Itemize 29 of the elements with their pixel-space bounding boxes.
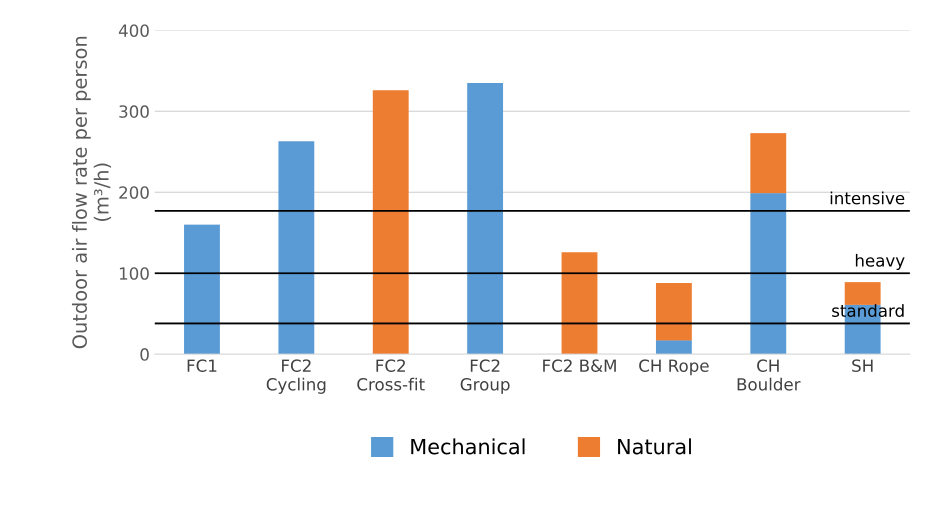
bar xyxy=(750,133,786,194)
y-tick-label: 0 xyxy=(140,348,149,361)
bar xyxy=(844,282,881,305)
ref-line-label: heavy xyxy=(856,254,905,270)
bar xyxy=(750,193,786,354)
bar xyxy=(656,282,692,340)
legend-label: Mechanical xyxy=(411,438,525,454)
ref-line-label: intensive xyxy=(830,192,904,204)
y-tick-label: 100 xyxy=(120,267,149,280)
x-tick-label: FC2 Group xyxy=(460,359,510,394)
bar xyxy=(372,90,409,354)
bar xyxy=(278,141,314,354)
bar xyxy=(656,340,692,354)
x-tick-label: FC2 Cycling xyxy=(266,359,326,394)
x-tick-label: SH xyxy=(852,359,873,372)
bar xyxy=(562,252,598,354)
y-tick-label: 200 xyxy=(119,186,149,199)
legend-label: Natural xyxy=(618,438,691,454)
x-tick-label: CH Rope xyxy=(639,359,709,376)
bar xyxy=(184,224,220,354)
bar xyxy=(467,82,504,354)
x-tick-label: FC2 B&M xyxy=(543,359,616,372)
y-tick-label: 300 xyxy=(119,105,149,118)
x-tick-label: FC2 Cross-fit xyxy=(357,359,425,391)
y-axis-title: Outdoor air flow rate per person (m³/h) xyxy=(72,36,112,348)
x-tick-label: CH Boulder xyxy=(738,359,801,391)
x-tick-label: FC1 xyxy=(188,359,216,372)
y-tick-label: 400 xyxy=(118,24,149,37)
ref-line-label: standard xyxy=(832,304,904,317)
